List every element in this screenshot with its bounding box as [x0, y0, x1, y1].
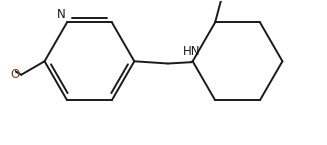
Text: O: O — [10, 68, 20, 81]
Text: HN: HN — [182, 45, 200, 58]
Text: N: N — [57, 8, 65, 21]
